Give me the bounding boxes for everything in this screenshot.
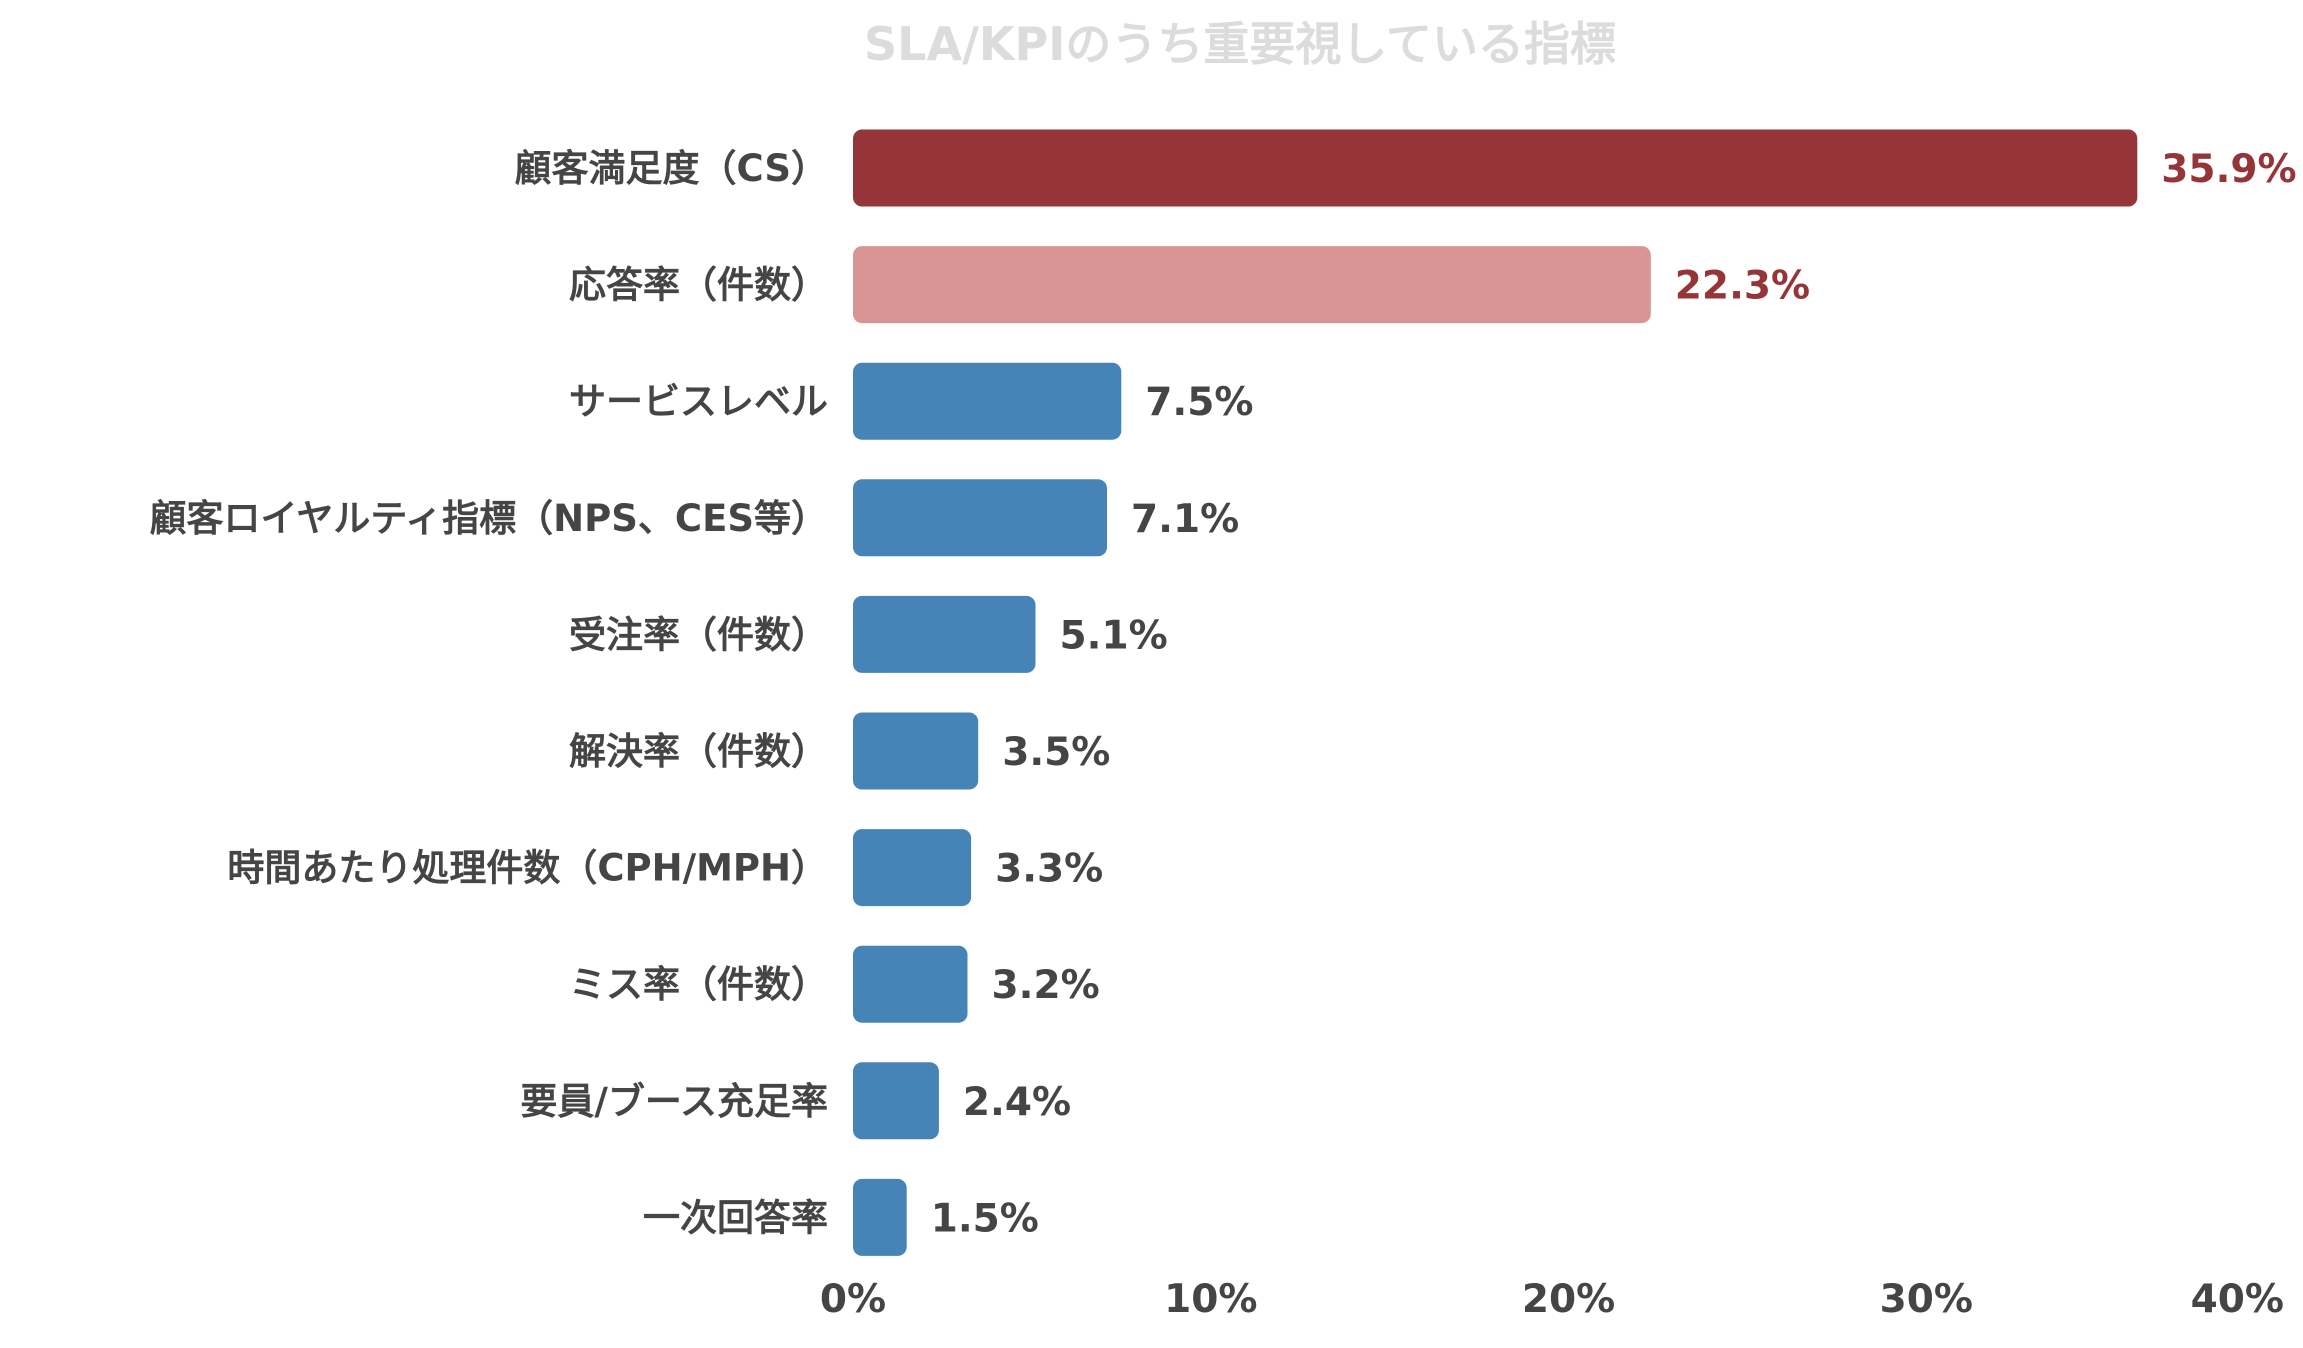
value-label-1: 35.9% (2161, 147, 2296, 192)
bars-layer (853, 129, 2138, 1256)
bar-8 (853, 945, 968, 1023)
value-label-7: 3.3% (995, 847, 1103, 892)
value-label-9: 2.4% (963, 1080, 1071, 1125)
category-label-6: 解決率（件数） (569, 730, 828, 773)
x-tick-label-3: 20% (1522, 1277, 1615, 1322)
category-label-3: サービスレベル (569, 380, 828, 423)
value-labels-layer: 35.9% 22.3% 7.5% 7.1% 5.1% 3.5% 3.3% 3.2% 2.4% 1.… (931, 147, 2297, 1241)
value-label-10: 1.5% (931, 1196, 1039, 1241)
category-label-4: 顧客ロイヤルティ指標（NPS、CES等） (150, 497, 828, 540)
category-label-7: 時間あたり処理件数（CPH/MPH） (227, 847, 828, 890)
value-label-3: 7.5% (1145, 380, 1253, 425)
value-label-8: 3.2% (992, 963, 1100, 1008)
category-label-5: 受注率（件数） (569, 613, 828, 656)
bar-1 (853, 129, 2138, 207)
bar-9 (853, 1062, 939, 1140)
x-tick-label-5: 40% (2191, 1277, 2284, 1322)
x-axis-ticks-layer: 0% 10% 20% 30% 40% (820, 1277, 2284, 1322)
value-label-5: 5.1% (1060, 613, 1168, 658)
value-label-2: 22.3% (1675, 264, 1810, 309)
bar-5 (853, 595, 1036, 673)
bar-2 (853, 246, 1651, 324)
bar-7 (853, 829, 972, 907)
value-label-4: 7.1% (1131, 497, 1239, 542)
chart-title: SLA/KPIのうち重要視している指標 (864, 17, 1616, 71)
category-label-9: 要員/ブース充足率 (520, 1080, 828, 1123)
bar-3 (853, 362, 1122, 440)
category-label-1: 顧客満足度（CS） (515, 147, 829, 190)
x-tick-label-1: 0% (820, 1277, 886, 1322)
category-label-8: ミス率（件数） (569, 963, 828, 1006)
bar-10 (853, 1178, 907, 1256)
x-tick-label-4: 30% (1880, 1277, 1973, 1322)
bar-4 (853, 479, 1107, 557)
x-tick-label-2: 10% (1164, 1277, 1257, 1322)
category-label-10: 一次回答率 (643, 1196, 828, 1239)
category-label-2: 応答率（件数） (569, 264, 828, 307)
category-labels-layer: 顧客満足度（CS） 応答率（件数） サービスレベル顧客ロイヤルティ指標（NPS、CE… (150, 147, 828, 1239)
value-label-6: 3.5% (1002, 730, 1110, 775)
bar-6 (853, 712, 979, 790)
